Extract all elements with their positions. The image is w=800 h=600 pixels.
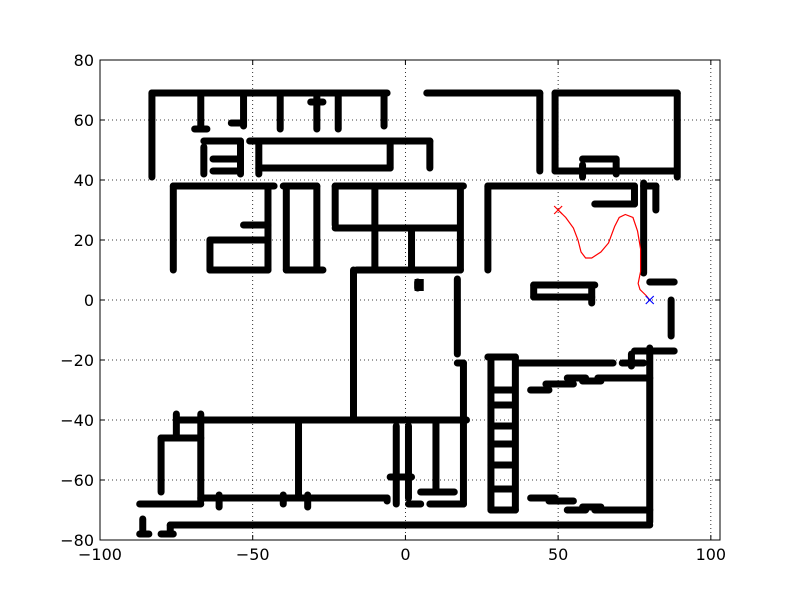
walls	[136, 89, 681, 538]
wall-block	[414, 279, 424, 291]
x-tick-label: −50	[236, 545, 270, 564]
y-tick-label: −80	[60, 531, 94, 550]
x-tick-label: 50	[548, 545, 568, 564]
y-tick-label: 20	[74, 231, 94, 250]
path-line	[557, 209, 651, 301]
axis-tick-labels: −100 −50 0 50 100 −80 −60 −40 −20 0 20 40 60 80	[60, 51, 726, 564]
y-tick-label: −20	[60, 351, 94, 370]
path-series	[557, 209, 651, 301]
goal-marker	[645, 295, 655, 305]
y-tick-label: 40	[74, 171, 94, 190]
x-tick-label: 0	[400, 545, 410, 564]
start-marker	[553, 205, 563, 215]
x-tick-label: 100	[696, 545, 727, 564]
markers	[553, 205, 655, 305]
start-marker-stroke	[553, 205, 563, 215]
axis-ticks	[99, 59, 720, 541]
y-tick-label: −60	[60, 471, 94, 490]
x-tick-label: −100	[78, 545, 122, 564]
y-tick-label: 60	[74, 111, 94, 130]
y-tick-label: 0	[84, 291, 94, 310]
y-tick-label: −40	[60, 411, 94, 430]
goal-marker-stroke	[645, 295, 655, 305]
y-tick-label: 80	[74, 51, 94, 70]
